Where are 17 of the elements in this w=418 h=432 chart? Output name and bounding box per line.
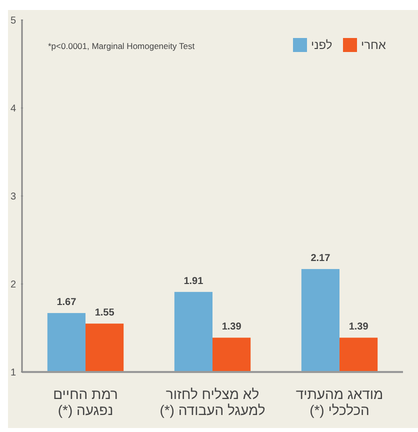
data-label: 1.39 (222, 322, 242, 333)
data-label: 1.39 (348, 322, 369, 333)
y-tick-label: 1 (10, 368, 16, 378)
x-tick-label: לא מצליח לחזור למעגל העבודה (*) (160, 386, 266, 418)
x-tick-label: רמת החיים נפגעה (*) (53, 386, 118, 418)
legend-label: לפני (311, 38, 332, 52)
data-label: 2.17 (310, 253, 331, 264)
y-tick-label: 5 (10, 16, 16, 26)
x-tick-label: מודאג מהעתיד הכלכלי (*) (296, 386, 384, 418)
data-label: 1.67 (56, 297, 77, 308)
legend-label: אחרי (361, 38, 386, 52)
y-tick-label: 4 (10, 104, 16, 114)
data-label: 1.55 (94, 308, 115, 319)
data-label: 1.91 (184, 276, 204, 287)
y-tick-label: 2 (10, 280, 16, 290)
annotation: *p<0.0001, Marginal Homogeneity Test (48, 41, 196, 51)
y-tick-label: 3 (10, 192, 16, 202)
